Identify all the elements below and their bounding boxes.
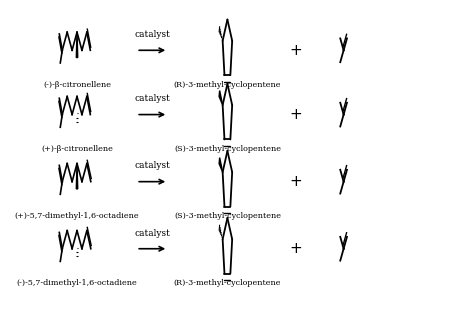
Text: (S)-3-methyl-cyclopentene: (S)-3-methyl-cyclopentene (174, 145, 281, 153)
Text: catalyst: catalyst (134, 228, 170, 238)
Polygon shape (76, 32, 78, 58)
Text: +: + (290, 43, 302, 58)
Polygon shape (76, 164, 78, 189)
Text: (R)-3-methyl-cyclopentene: (R)-3-methyl-cyclopentene (173, 280, 281, 287)
Text: (S)-3-methyl-cyclopentene: (S)-3-methyl-cyclopentene (174, 213, 281, 220)
Text: +: + (290, 107, 302, 122)
Text: catalyst: catalyst (134, 162, 170, 171)
Text: (-)-5,7-dimethyl-1,6-octadiene: (-)-5,7-dimethyl-1,6-octadiene (17, 280, 137, 287)
Text: (+)-β-citronellene: (+)-β-citronellene (41, 145, 113, 153)
Polygon shape (219, 90, 223, 105)
Text: (+)-5,7-dimethyl-1,6-octadiene: (+)-5,7-dimethyl-1,6-octadiene (15, 213, 139, 220)
Text: +: + (290, 241, 302, 256)
Polygon shape (219, 158, 223, 172)
Text: catalyst: catalyst (134, 30, 170, 39)
Text: (R)-3-methyl-cyclopentene: (R)-3-methyl-cyclopentene (173, 81, 281, 89)
Text: catalyst: catalyst (134, 95, 170, 103)
Text: (-)-β-citronellene: (-)-β-citronellene (43, 81, 111, 89)
Text: +: + (290, 174, 302, 189)
